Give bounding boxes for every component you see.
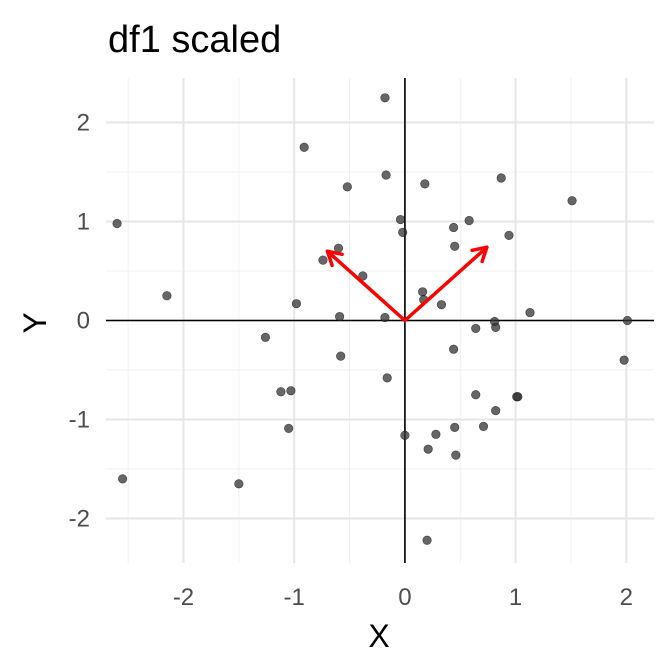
data-point (299, 142, 309, 152)
vector-arrow-shaft (403, 245, 489, 323)
data-point (622, 315, 633, 326)
y-tick-label: -1 (69, 406, 90, 433)
data-point (525, 307, 535, 318)
data-point (478, 421, 489, 432)
data-point (336, 351, 346, 361)
data-point (451, 450, 461, 460)
data-point (491, 405, 501, 416)
data-point (318, 255, 328, 265)
data-point (286, 386, 296, 396)
data-point (420, 179, 430, 189)
y-tick-label: 2 (77, 110, 90, 137)
x-tick-label: -2 (173, 584, 194, 611)
data-point (380, 312, 390, 323)
data-point (162, 291, 172, 301)
x-tick-label: 1 (509, 584, 522, 611)
x-tick-label: -1 (284, 584, 305, 611)
data-point (471, 390, 481, 400)
data-point (449, 344, 459, 354)
data-point (491, 322, 501, 333)
data-point (400, 430, 410, 440)
data-point (450, 241, 460, 251)
data-point (380, 93, 390, 103)
data-point (284, 423, 294, 433)
data-point (464, 215, 474, 226)
vector-arrow-head (470, 245, 489, 264)
data-point (260, 332, 271, 342)
data-point (234, 479, 244, 489)
data-point (436, 300, 447, 310)
y-tick-label: 1 (77, 209, 90, 236)
data-point (449, 222, 459, 233)
data-point (398, 227, 408, 238)
vector-arrow-head (325, 249, 344, 268)
data-point (567, 196, 577, 206)
x-tick-label: 2 (620, 584, 633, 611)
data-point (422, 535, 432, 545)
reference-lines (106, 78, 654, 563)
data-point (382, 373, 392, 383)
data-point (619, 355, 629, 365)
data-point (423, 444, 433, 454)
data-point (291, 299, 302, 309)
data-point (342, 182, 352, 192)
y-tick-label: -2 (69, 505, 90, 532)
data-point (471, 323, 481, 334)
data-point (395, 214, 406, 225)
data-point (381, 170, 391, 180)
data-point (496, 173, 506, 183)
x-axis-label: X (368, 618, 389, 654)
data-point (334, 311, 345, 322)
vector-arrows (325, 245, 489, 323)
data-point (504, 230, 514, 240)
data-points (112, 93, 633, 545)
data-point (513, 392, 523, 402)
data-point (118, 474, 128, 484)
x-tick-label: 0 (398, 584, 411, 611)
y-axis-ticks: -2 -1 0 1 2 (69, 110, 90, 533)
data-point (418, 287, 428, 297)
y-tick-label: 0 (77, 308, 90, 335)
data-point (431, 429, 441, 439)
data-point (450, 422, 460, 432)
vector-arrow-shaft (325, 249, 407, 323)
data-point (112, 218, 122, 229)
data-point (358, 271, 368, 281)
chart-title: df1 scaled (108, 19, 281, 61)
data-point (276, 387, 286, 397)
y-axis-label: Y (17, 312, 53, 333)
x-axis-ticks: -2 -1 0 1 2 (173, 584, 633, 611)
